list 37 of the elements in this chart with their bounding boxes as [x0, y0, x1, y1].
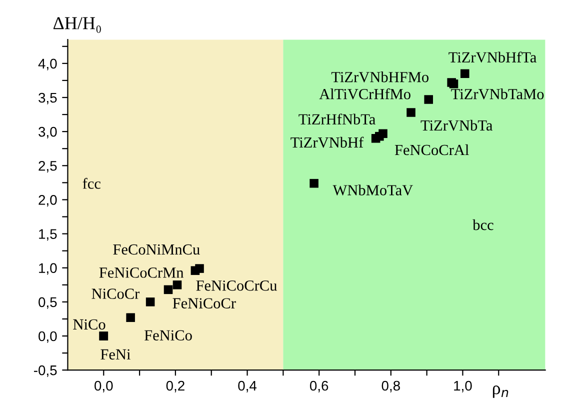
data-label: TiZrVNbHf [290, 136, 364, 148]
y-tick-label: 3,0 [38, 126, 57, 138]
y-tick-label: 0,0 [38, 331, 57, 343]
y-axis-title: ΔH/H₀ [53, 17, 101, 33]
y-tick-label: 1,5 [39, 229, 57, 241]
data-label: FeNCoCrAl [394, 144, 469, 156]
x-tick-label: 0,6 [310, 380, 328, 392]
y-tick-label: 2,5 [38, 160, 57, 172]
x-tick-label: 1,0 [454, 380, 472, 392]
data-label: FeNiCoCrMn [99, 268, 184, 278]
data-label: NiCoCr [92, 288, 140, 299]
band-label: bcc [472, 219, 494, 230]
x-tick-label: 0,4 [238, 380, 257, 392]
data-label: NiCo [73, 319, 106, 330]
data-label: FeNiCo [144, 330, 192, 340]
data-label: TiZrVNbTaMo [451, 88, 544, 100]
data-label: WNbMoTaV [332, 184, 413, 196]
x-tick-label: 0,2 [166, 380, 184, 392]
data-label: FeNiCoCrCu [196, 280, 277, 291]
y-tick-label: 1,0 [39, 263, 57, 275]
data-label: FeCoNiMnCu [113, 244, 200, 255]
x-tick-label: 0,0 [94, 380, 113, 392]
data-label: FeNi [100, 349, 130, 360]
x-tick-label: 0,8 [382, 380, 400, 392]
data-label: AlTiVCrHfMo [319, 88, 410, 100]
y-tick-label: 0,5 [38, 297, 57, 309]
data-label: FeNiCoCr [172, 298, 236, 308]
data-label: TiZrVNbHFMo [331, 71, 429, 82]
x-axis-title: ρ$_{n}$ [492, 386, 508, 398]
y-tick-label: 2,0 [38, 195, 57, 207]
y-tick-label: -0,5 [34, 365, 57, 377]
data-label: TiZrVNbHfTa [448, 52, 536, 63]
band-label: fcc [82, 178, 100, 189]
data-label: TiZrHfNbTa [298, 114, 376, 124]
y-tick-label: 4,0 [38, 58, 57, 70]
data-label: TiZrVNbTa [420, 120, 493, 131]
y-tick-label: 3,5 [38, 92, 57, 104]
